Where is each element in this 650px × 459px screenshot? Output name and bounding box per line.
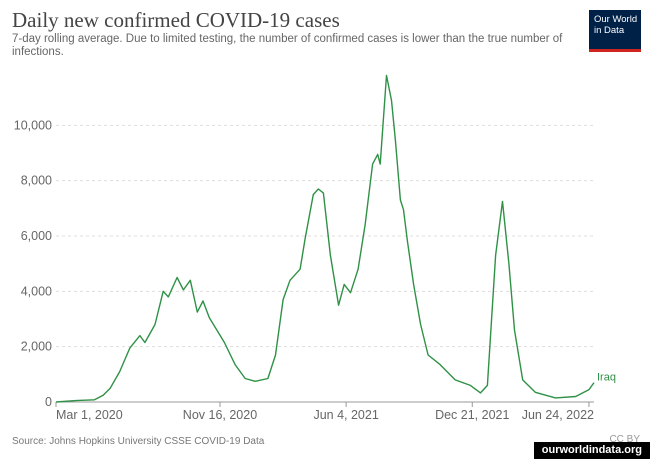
- y-tick-label: 2,000: [21, 340, 52, 354]
- y-tick-label: 0: [45, 395, 52, 409]
- chart-title: Daily new confirmed COVID-19 cases: [12, 8, 340, 32]
- x-tick-label: Dec 21, 2021: [435, 408, 509, 422]
- source: Source: Johns Hopkins University CSSE CO…: [12, 436, 265, 447]
- x-tick-label: Jun 24, 2022: [522, 408, 594, 422]
- y-tick-label: 6,000: [21, 229, 52, 243]
- chart-subtitle: 7-day rolling average. Due to limited te…: [12, 33, 563, 58]
- chart: 0 2,000 4,000 6,000 8,000 10,000 Mar 1, 2020 No…: [14, 74, 616, 422]
- logo[interactable]: Our World in Data: [589, 10, 641, 52]
- y-tick-label: 8,000: [21, 174, 52, 188]
- y-tick-label: 4,000: [21, 284, 52, 298]
- series-line: [55, 74, 595, 403]
- site-link[interactable]: ourworldindata.org: [533, 442, 650, 459]
- logo-line: in Data: [594, 25, 625, 36]
- series-label: Iraq: [597, 372, 616, 384]
- x-tick-label: Jun 4, 2021: [313, 408, 378, 422]
- logo-line: Our World: [594, 14, 638, 25]
- y-tick-label: 10,000: [14, 118, 52, 132]
- x-tick-label: Mar 1, 2020: [56, 408, 123, 422]
- x-tick-label: Nov 16, 2020: [183, 408, 257, 422]
- license[interactable]: CC BY: [609, 434, 640, 445]
